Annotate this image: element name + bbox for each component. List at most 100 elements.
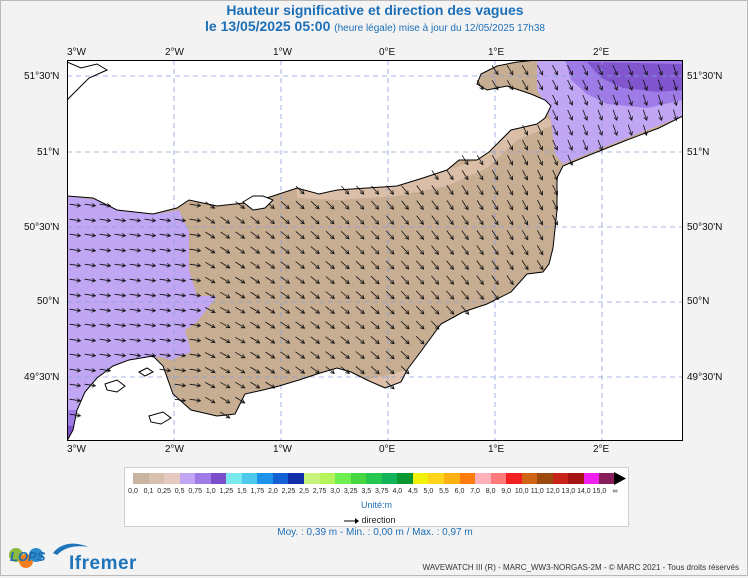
wave-arrow — [99, 323, 111, 327]
wave-arrow-head — [330, 339, 336, 344]
wave-arrow — [552, 79, 558, 91]
wave-arrow-head — [434, 220, 439, 226]
wave-arrow — [99, 368, 111, 372]
wave-arrow — [144, 323, 156, 327]
wave-arrow-head — [538, 160, 543, 166]
wave-arrow-head — [285, 309, 291, 314]
jersey-island — [148, 411, 172, 425]
wave-arrow — [205, 261, 215, 269]
wave-arrow — [114, 278, 126, 282]
wave-arrow-head — [300, 219, 305, 225]
wave-arrow-head — [166, 218, 172, 223]
wave-arrow — [99, 218, 111, 222]
wave-arrow-head — [344, 234, 350, 240]
wave-arrow — [220, 381, 230, 389]
wave-arrow — [356, 200, 364, 210]
legend-tick-label: 15,0 — [592, 488, 607, 495]
wave-arrow-head — [360, 369, 365, 375]
wave-arrow — [295, 201, 305, 209]
wave-arrow-head — [509, 265, 514, 271]
wave-arrow — [385, 245, 395, 255]
wave-arrow — [506, 230, 514, 240]
wave-arrow — [673, 109, 677, 121]
lon-label-bottom: 1°E — [488, 444, 505, 455]
wave-arrow — [386, 185, 394, 195]
wave-arrow — [220, 231, 230, 239]
wave-arrow — [174, 263, 186, 267]
lon-label-bottom: 1°W — [273, 444, 292, 455]
wave-arrow — [220, 276, 230, 284]
wave-arrow — [265, 216, 275, 224]
legend-tick-label: 1,5 — [236, 488, 247, 495]
wave-arrow — [401, 200, 409, 210]
wave-arrow-head — [210, 234, 216, 239]
wave-arrow-head — [181, 368, 187, 373]
wave-arrow-head — [76, 248, 82, 253]
wave-arrow-head — [106, 338, 112, 343]
wave-arrow-head — [240, 294, 246, 299]
wave-arrow-head — [121, 233, 127, 238]
wave-arrow-head — [374, 249, 380, 255]
wave-arrow-head — [434, 190, 439, 196]
wave-arrow-head — [405, 339, 410, 345]
wave-arrow-head — [359, 220, 365, 225]
wave-arrow-head — [598, 70, 603, 76]
wave-arrow — [446, 275, 454, 285]
wave-arrow-head — [389, 190, 395, 195]
wave-arrow-head — [91, 353, 97, 358]
wave-arrow-head — [673, 101, 678, 107]
wave-arrow — [250, 351, 260, 359]
wave-arrow-head — [121, 293, 127, 298]
wave-arrow — [159, 308, 171, 312]
wave-arrow-head — [240, 369, 246, 374]
wave-arrow-head — [270, 309, 276, 314]
wave-arrow — [159, 323, 171, 327]
wave-arrow-head — [121, 353, 127, 358]
wave-arrow — [356, 185, 364, 195]
wave-arrow — [280, 291, 290, 299]
wave-arrow — [400, 290, 410, 300]
wave-arrow — [567, 94, 573, 106]
wave-arrow — [355, 336, 365, 344]
wave-arrow — [461, 215, 469, 225]
wave-arrow — [415, 305, 425, 315]
wave-arrow-head — [419, 309, 425, 315]
wave-arrow — [416, 245, 424, 255]
wave-arrow-head — [270, 264, 276, 269]
lops-logo: LOPS — [6, 541, 68, 578]
wave-arrow — [310, 336, 320, 344]
wave-arrow — [355, 276, 365, 284]
wave-arrow-head — [210, 323, 216, 329]
wave-arrow-head — [300, 339, 306, 344]
wave-arrow-head — [598, 86, 603, 91]
wave-arrow-head — [464, 280, 470, 285]
wave-arrow — [612, 124, 618, 136]
wave-arrow-head — [568, 70, 573, 76]
wave-arrow — [325, 291, 335, 299]
wave-arrow — [415, 335, 425, 345]
wave-arrow — [265, 246, 275, 254]
wave-arrow — [370, 321, 380, 329]
map-border — [67, 60, 683, 441]
wave-arrow — [144, 293, 156, 297]
wave-arrow-head — [404, 190, 409, 195]
wave-arrow-head — [345, 249, 350, 255]
wave-arrow — [310, 306, 320, 314]
wave-arrow — [597, 64, 603, 76]
wave-arrow-head — [255, 384, 261, 389]
wave-arrow — [552, 65, 558, 75]
wave-map[interactable] — [67, 60, 683, 441]
wave-arrow-head — [643, 86, 648, 91]
wave-arrow — [280, 366, 290, 374]
legend-swatch — [568, 473, 585, 484]
legend-swatch — [599, 473, 616, 484]
legend-swatch — [350, 473, 367, 484]
wave-arrow-head — [106, 263, 112, 268]
wave-arrow-head — [285, 279, 291, 284]
wave-arrow-head — [538, 190, 543, 196]
wave-arrow — [521, 80, 529, 90]
wave-arrow-head — [76, 353, 82, 358]
wave-arrow — [174, 293, 186, 297]
wave-arrow — [431, 200, 439, 210]
